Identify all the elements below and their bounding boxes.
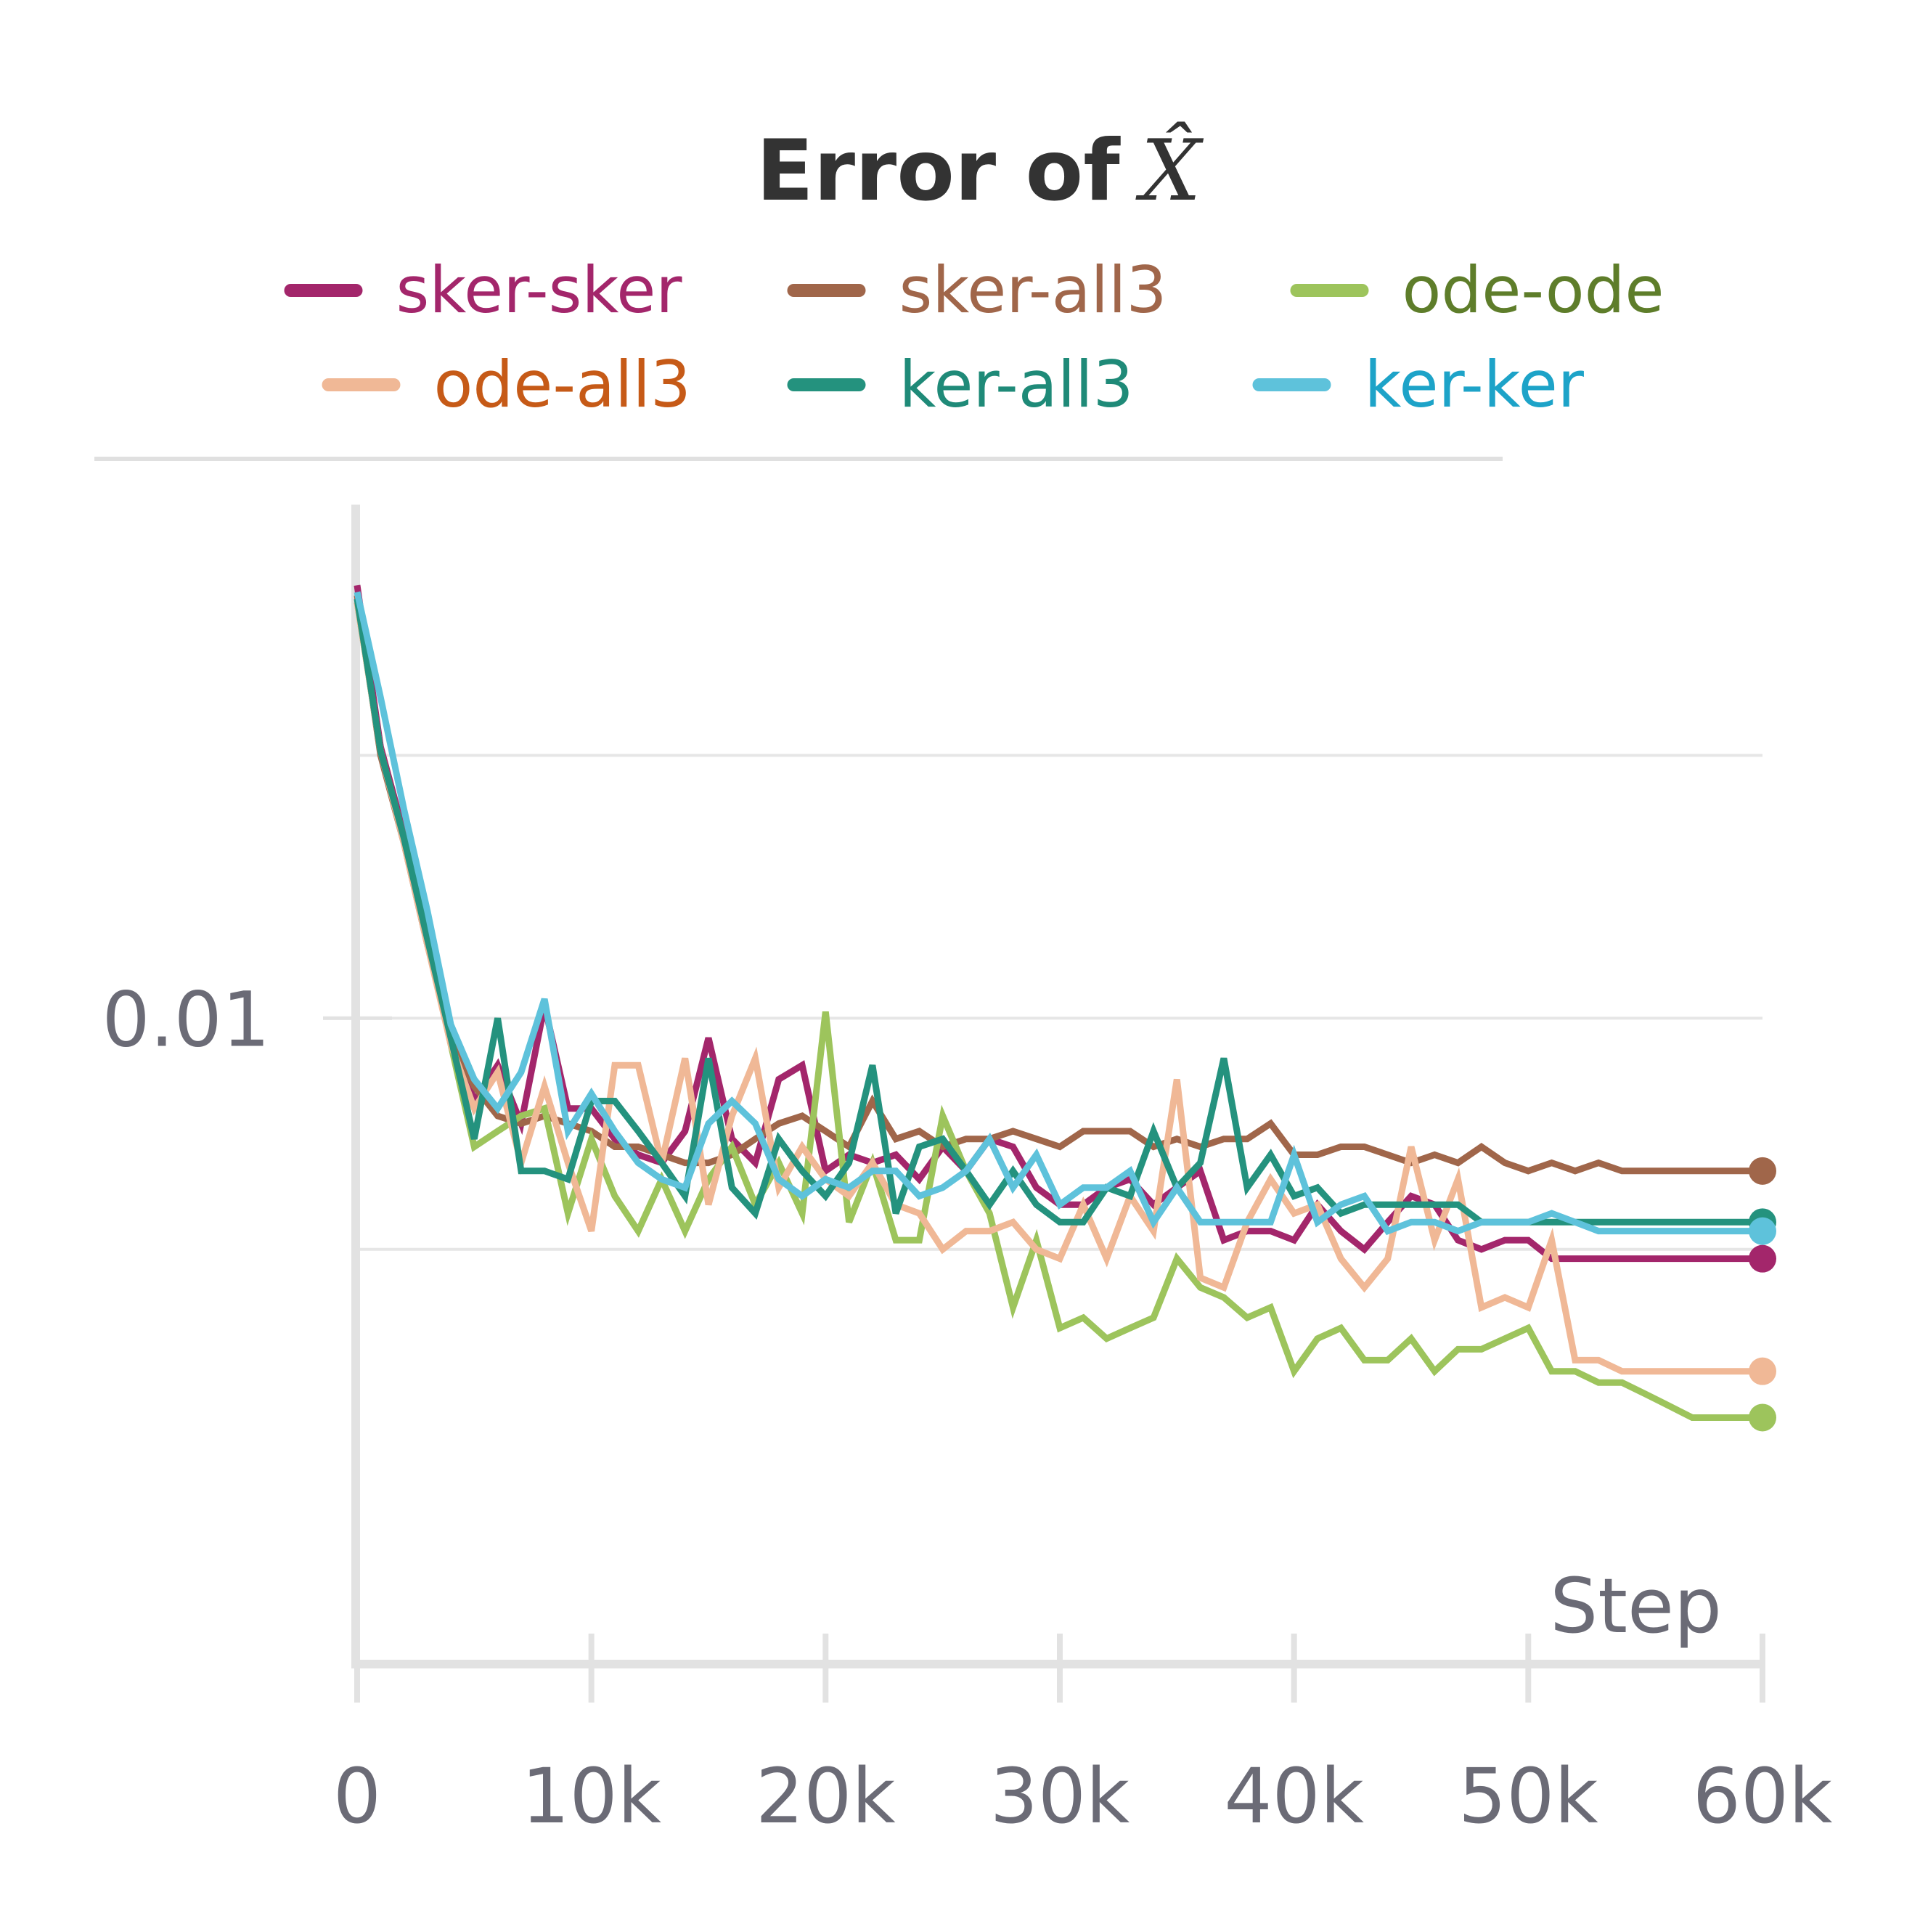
series-line [354,601,1762,1375]
x-axis-title: Step [1550,1562,1722,1650]
legend: sker-sker sker-all3 ode-ode ode-all3 ker-all… [284,253,1664,422]
chart-title-text: Error of [756,122,1122,220]
x-tick-label: 50k [1458,1752,1598,1841]
legend-label: ker-all3 [899,347,1134,422]
series-end-marker [1749,1357,1776,1385]
series-group [354,584,1776,1432]
legend-label: ker-ker [1365,347,1585,422]
y-tick-label: 0.01 [102,975,270,1064]
series-end-marker [1749,1217,1776,1245]
tick-labels: 0 10k 20k 30k 40k 50k 60k 0.01 [102,975,1832,1841]
series-end-marker [1749,1157,1776,1185]
x-tick-label: 60k [1693,1752,1833,1841]
axes [323,505,1765,1703]
x-tick-label: 10k [521,1752,661,1841]
x-tick-label: 40k [1224,1752,1364,1841]
chart-title-symbol: X̂ [1135,121,1204,220]
series-line [354,591,1762,1236]
legend-label: ode-all3 [434,347,691,422]
legend-label: ode-ode [1402,253,1664,327]
x-tick-label: 30k [990,1752,1130,1841]
legend-label: sker-sker [396,253,683,327]
x-tick-label: 0 [333,1752,381,1841]
chart-title: Error of X̂ [756,121,1204,220]
series-end-marker [1749,1244,1776,1273]
x-tick-label: 20k [756,1752,896,1841]
grid [357,754,1762,1251]
series-end-marker [1749,1403,1776,1432]
series-line [354,595,1762,1175]
legend-label: sker-all3 [899,253,1167,327]
series-line [354,601,1762,1421]
